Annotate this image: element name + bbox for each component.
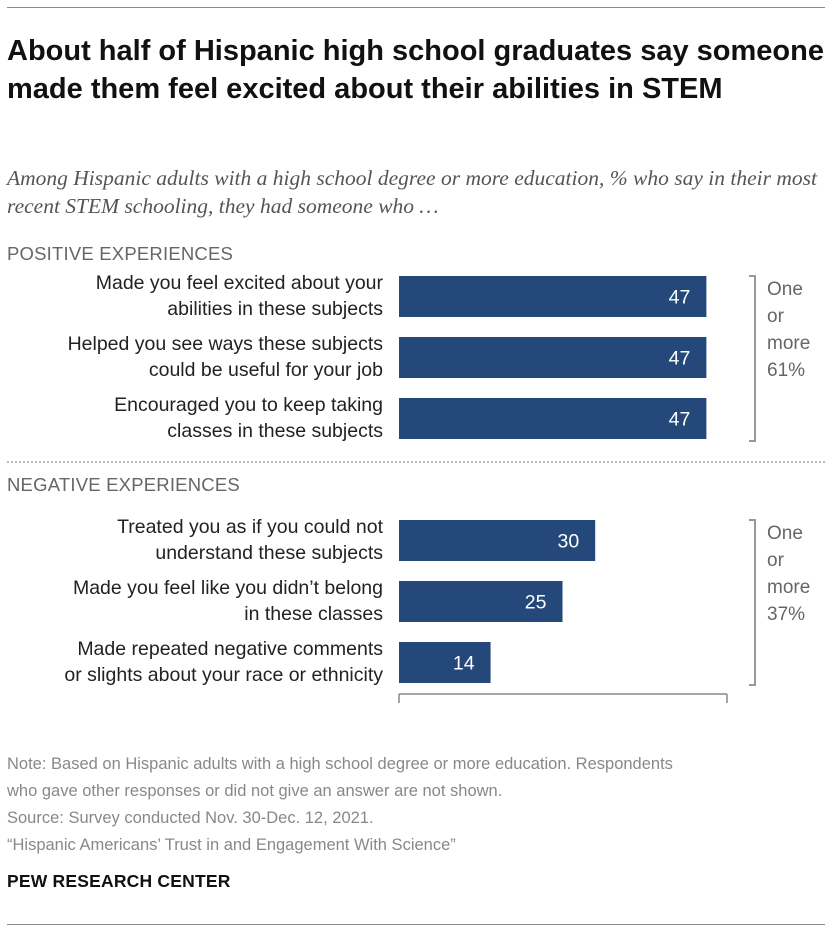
category-label: could be useful for your job [149,359,383,381]
bar [399,642,491,683]
category-label: Made repeated negative comments [77,638,383,660]
bracket-label: more [767,577,810,598]
category-label: Helped you see ways these subjects [68,333,384,355]
bar [399,337,707,378]
note-line: who gave other responses or did not give… [7,782,503,800]
bracket [749,275,756,442]
bar-chart: 47 Made you feel excited about your abilit… [64,272,810,703]
bracket-label: or [767,550,785,571]
bracket-label: One [767,523,803,544]
section-heading-negative: NEGATIVE EXPERIENCES [7,474,240,495]
bracket-label: One [767,279,803,300]
category-label: in these classes [244,603,383,625]
note-line: Note: Based on Hispanic adults with a hi… [7,755,673,773]
source-line: Source: Survey conducted Nov. 30-Dec. 12… [7,809,374,827]
bar [399,276,707,317]
value-label: 47 [669,348,691,370]
category-label: Encouraged you to keep taking [114,394,383,416]
top-rule [7,7,825,8]
value-label: 25 [525,592,547,614]
bracket-label: 61% [767,360,805,381]
category-label: classes in these subjects [167,420,383,442]
chart-title: About half of Hispanic high school gradu… [7,35,824,105]
notes-block: Note: Based on Hispanic adults with a hi… [7,751,832,859]
x-axis-line [398,693,728,703]
category-label: understand these subjects [155,542,383,564]
category-label: or slights about your race or ethnicity [64,664,383,686]
bar [399,398,707,439]
bracket-label: 37% [767,604,805,625]
category-label: Treated you as if you could not [117,516,384,538]
bracket-label: more [767,333,810,354]
bottom-rule [7,924,825,925]
value-label: 30 [557,531,579,553]
category-label: Made you feel like you didn’t belong [73,577,383,599]
category-label: abilities in these subjects [167,298,383,320]
category-label: Made you feel excited about your [96,272,384,294]
section-divider [7,461,825,463]
bar [399,581,563,622]
bar [399,520,596,561]
value-label: 47 [669,287,691,309]
chart-subtitle: Among Hispanic adults with a high school… [7,166,817,218]
section-heading-positive: POSITIVE EXPERIENCES [7,243,234,264]
bracket-label: or [767,306,785,327]
organization-name: PEW RESEARCH CENTER [7,871,231,891]
value-label: 14 [453,653,475,675]
report-title-line: “Hispanic Americans’ Trust in and Engage… [7,836,456,854]
bracket [749,519,756,686]
value-label: 47 [669,409,691,431]
